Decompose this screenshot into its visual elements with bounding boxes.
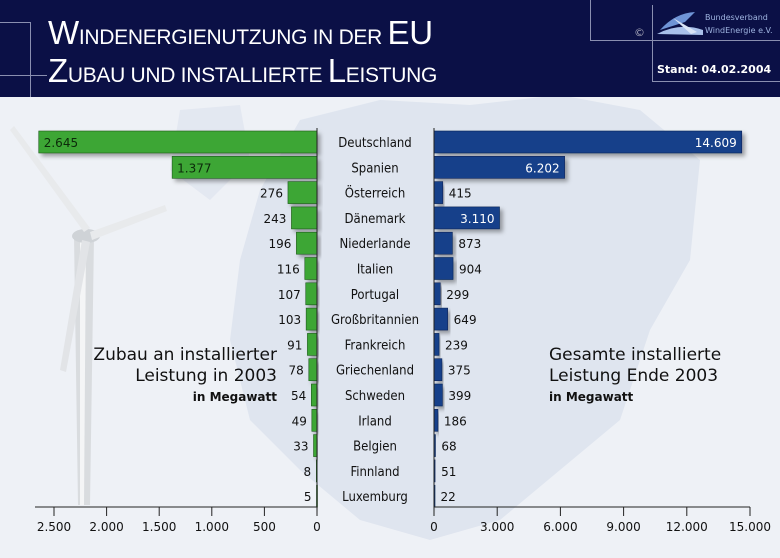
zubau-bar	[287, 181, 318, 204]
zubau-bar	[311, 383, 318, 407]
gesamt-bar	[433, 358, 443, 382]
gesamt-bar	[433, 181, 444, 204]
country-label: Belgien	[353, 440, 397, 455]
country-label: Finnland	[350, 465, 399, 480]
gesamt-bar	[433, 282, 441, 306]
gesamt-value-label: 22	[440, 490, 455, 504]
zubau-bar	[305, 307, 318, 331]
gesamt-value-label: 3.110	[460, 212, 494, 226]
country-label: Niederlande	[339, 237, 410, 252]
gesamt-value-label: 375	[448, 364, 471, 378]
zubau-value-label: 54	[291, 389, 306, 403]
zubau-bar	[313, 434, 318, 457]
country-label: Österreich	[345, 185, 405, 202]
zubau-value-label: 2.645	[44, 136, 78, 150]
zubau-value-label: 5	[304, 490, 312, 504]
zubau-value-label: 49	[292, 414, 307, 428]
right-tick-label: 12.000	[666, 520, 708, 534]
zubau-bar	[38, 130, 318, 154]
country-label: Frankreich	[345, 338, 406, 353]
country-label: Spanien	[351, 161, 398, 176]
country-label: Luxemburg	[342, 490, 408, 505]
logo-text: Bundesverband WindEnergie e.V.	[705, 13, 773, 35]
gesamt-value-label: 51	[441, 465, 456, 479]
country-label: Portugal	[351, 288, 399, 303]
bwe-logo-icon	[657, 12, 703, 35]
gesamt-value-label: 186	[444, 414, 467, 428]
gesamt-value-label: 299	[446, 288, 469, 302]
gesamt-bar	[433, 408, 439, 432]
title-line-2: ZUBAU UND INSTALLIERTE LEISTUNG	[48, 52, 438, 89]
right-caption: Gesamte installierte Leistung Ende 2003 in…	[549, 345, 722, 404]
left-tick-label: 2.500	[37, 520, 71, 534]
gesamt-value-label: 649	[454, 313, 477, 327]
gesamt-bar	[433, 231, 453, 255]
zubau-bar	[296, 231, 318, 255]
left-tick-label: 500	[253, 520, 276, 534]
right-tick-label: 3.000	[480, 520, 514, 534]
left-tick-label: 2.000	[89, 520, 123, 534]
gesamt-value-label: 6.202	[525, 161, 559, 175]
gesamt-value-label: 68	[441, 440, 456, 454]
zubau-bar	[291, 206, 318, 230]
left-tick-label: 0	[313, 520, 321, 534]
date-stamp: Stand: 04.02.2004	[657, 63, 772, 76]
left-tick-label: 1.000	[195, 520, 229, 534]
zubau-value-label: 116	[277, 263, 300, 277]
zubau-value-label: 1.377	[177, 161, 211, 175]
gesamt-bar	[433, 383, 443, 407]
country-label: Griechenland	[336, 364, 414, 379]
title-line-1: WINDENERGIENUTZUNG IN DER EU	[48, 14, 433, 51]
zubau-value-label: 8	[304, 465, 312, 479]
zubau-value-label: 33	[293, 440, 308, 454]
gesamt-bar	[433, 307, 448, 331]
country-label: Irland	[358, 414, 392, 429]
left-tick-label: 1.500	[142, 520, 176, 534]
zubau-value-label: 107	[278, 288, 301, 302]
country-label: Großbritannien	[331, 313, 419, 328]
country-label: Italien	[357, 263, 393, 278]
country-label: Deutschland	[338, 136, 411, 151]
gesamt-value-label: 14.609	[695, 136, 737, 150]
country-label: Dänemark	[345, 212, 406, 227]
gesamt-bar	[433, 257, 454, 280]
gesamt-value-label: 399	[448, 389, 471, 403]
right-tick-label: 0	[430, 520, 438, 534]
country-label: Schweden	[345, 389, 405, 404]
gesamt-value-label: 415	[449, 187, 472, 201]
right-tick-label: 15.000	[729, 520, 771, 534]
left-caption: Zubau an installierter Leistung in 2003 in…	[93, 345, 277, 404]
zubau-value-label: 243	[264, 212, 287, 226]
zubau-bar	[305, 282, 318, 306]
zubau-value-label: 276	[260, 187, 283, 201]
zubau-value-label: 103	[278, 313, 301, 327]
zubau-value-label: 196	[268, 237, 291, 251]
right-tick-label: 9.000	[606, 520, 640, 534]
gesamt-value-label: 904	[459, 263, 482, 277]
gesamt-value-label: 239	[445, 338, 468, 352]
gesamt-value-label: 873	[458, 237, 481, 251]
gesamt-bar	[433, 333, 440, 356]
zubau-bar	[311, 408, 318, 432]
zubau-bar	[308, 358, 318, 382]
right-tick-label: 6.000	[543, 520, 577, 534]
zubau-value-label: 78	[289, 364, 304, 378]
zubau-value-label: 91	[287, 338, 302, 352]
copyright-mark: ©	[634, 26, 645, 39]
zubau-bar	[307, 333, 318, 356]
zubau-bar	[304, 257, 318, 280]
header: WINDENERGIENUTZUNG IN DER EU ZUBAU UND I…	[0, 0, 780, 97]
